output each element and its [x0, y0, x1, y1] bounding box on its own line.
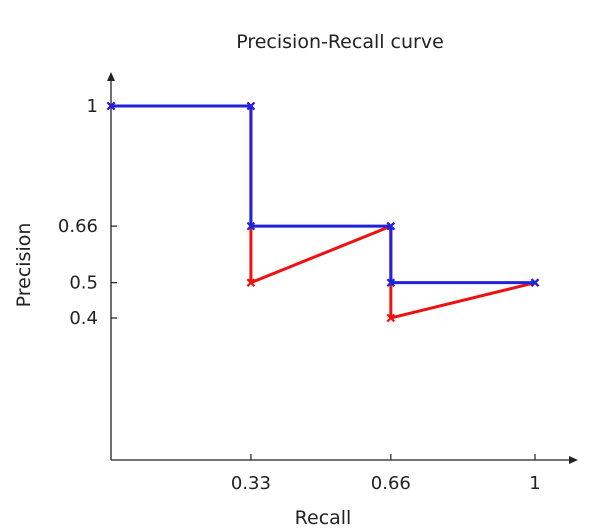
- x-ticks: 0.33 0.66 1: [231, 454, 541, 494]
- data-point-marker: [530, 278, 540, 287]
- x-tick-label: 0.33: [231, 473, 271, 494]
- data-point-marker: [386, 313, 396, 323]
- y-tick-label: 0.4: [69, 308, 98, 329]
- x-axis-label: Recall: [295, 507, 352, 529]
- chart-title: Precision-Recall curve: [236, 31, 444, 53]
- x-tick-label: 0.66: [371, 473, 411, 494]
- series-2: [106, 101, 540, 287]
- x-tick-label: 1: [529, 473, 540, 494]
- data-point-marker: [106, 101, 116, 111]
- y-tick-label: 0.66: [58, 216, 98, 237]
- series-layer: [106, 101, 540, 323]
- y-axis-arrow-icon: [107, 72, 115, 81]
- data-point-marker: [246, 101, 256, 111]
- data-point-marker: [246, 221, 256, 231]
- series-line: [111, 104, 536, 320]
- y-ticks: 1 0.66 0.5 0.4: [58, 96, 117, 329]
- series-line: [111, 104, 535, 285]
- data-point-marker: [386, 278, 396, 287]
- y-tick-label: 1: [87, 96, 98, 117]
- data-point-marker: [386, 221, 396, 231]
- x-axis-arrow-icon: [569, 456, 578, 464]
- y-tick-label: 0.5: [69, 273, 98, 294]
- series-1: [106, 101, 540, 323]
- axes: [107, 72, 578, 464]
- data-point-marker: [246, 278, 256, 287]
- y-axis-label: Precision: [13, 223, 35, 308]
